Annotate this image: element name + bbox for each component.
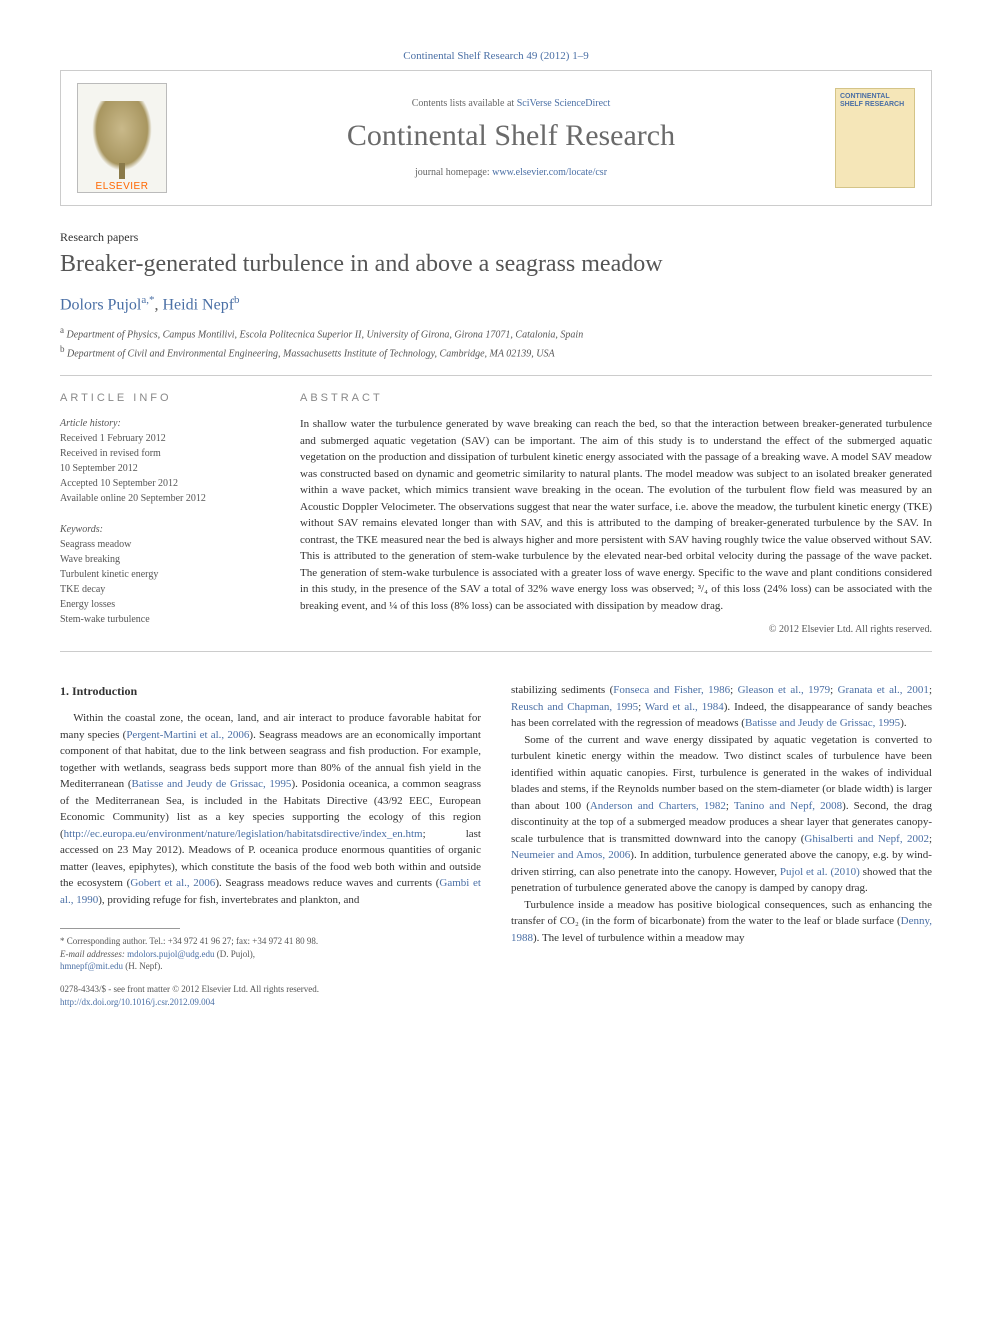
journal-cover-thumbnail: CONTINENTAL SHELF RESEARCH bbox=[835, 88, 915, 188]
citation-link[interactable]: Batisse and Jeudy de Grissac, 1995 bbox=[132, 778, 292, 790]
homepage-line: journal homepage: www.elsevier.com/locat… bbox=[187, 167, 835, 178]
email-link[interactable]: hmnepf@mit.edu bbox=[60, 961, 123, 971]
doi-link[interactable]: http://dx.doi.org/10.1016/j.csr.2012.09.… bbox=[60, 997, 215, 1007]
corresponding-author-note: * Corresponding author. Tel.: +34 972 41… bbox=[60, 935, 481, 948]
keyword: Seagrass meadow bbox=[60, 537, 270, 552]
history-line: Received in revised form bbox=[60, 446, 270, 461]
history-line: 10 September 2012 bbox=[60, 461, 270, 476]
publisher-label: ELSEVIER bbox=[96, 181, 149, 192]
history-label: Article history: bbox=[60, 416, 270, 431]
contents-prefix: Contents lists available at bbox=[412, 98, 517, 109]
homepage-link[interactable]: www.elsevier.com/locate/csr bbox=[492, 167, 607, 178]
citation-link[interactable]: Pergent-Martini et al., 2006 bbox=[126, 729, 249, 741]
abstract-col: abstract In shallow water the turbulence… bbox=[300, 392, 932, 635]
page-container: Continental Shelf Research 49 (2012) 1–9… bbox=[0, 0, 992, 1058]
body-col-right: stabilizing sediments (Fonseca and Fishe… bbox=[511, 682, 932, 1008]
affil-marker-b[interactable]: b bbox=[234, 294, 240, 306]
divider-bottom bbox=[60, 651, 932, 652]
article-info-col: article info Article history: Received 1… bbox=[60, 392, 270, 635]
copyright-footer: 0278-4343/$ - see front matter © 2012 El… bbox=[60, 983, 481, 1008]
author-link-2[interactable]: Heidi Nepf bbox=[162, 297, 234, 314]
external-link[interactable]: http://ec.europa.eu/environment/nature/l… bbox=[64, 828, 423, 840]
keyword: TKE decay bbox=[60, 582, 270, 597]
article-type: Research papers bbox=[60, 230, 932, 245]
citation-link[interactable]: Gobert et al., 2006 bbox=[130, 877, 215, 889]
email-line-2: hmnepf@mit.edu (H. Nepf). bbox=[60, 960, 481, 973]
history-line: Available online 20 September 2012 bbox=[60, 491, 270, 506]
journal-ref-link[interactable]: Continental Shelf Research 49 (2012) 1–9 bbox=[403, 50, 588, 62]
authors-line: Dolors Pujola,*, Heidi Nepfb bbox=[60, 294, 932, 314]
publisher-logo-box: ELSEVIER bbox=[77, 83, 167, 193]
citation-link[interactable]: Ghisalberti and Nepf, 2002 bbox=[804, 833, 929, 845]
keyword: Wave breaking bbox=[60, 552, 270, 567]
history-line: Received 1 February 2012 bbox=[60, 431, 270, 446]
history-line: Accepted 10 September 2012 bbox=[60, 476, 270, 491]
cover-title: CONTINENTAL SHELF RESEARCH bbox=[840, 93, 910, 110]
author-link-1[interactable]: Dolors Pujol bbox=[60, 297, 141, 314]
abstract-text: In shallow water the turbulence generate… bbox=[300, 416, 932, 614]
email-label: E-mail addresses: bbox=[60, 949, 125, 959]
article-info-label: article info bbox=[60, 392, 270, 404]
banner-center: Contents lists available at SciVerse Sci… bbox=[187, 98, 835, 178]
citation-link[interactable]: Reusch and Chapman, 1995 bbox=[511, 701, 638, 713]
homepage-prefix: journal homepage: bbox=[415, 167, 492, 178]
footnotes: * Corresponding author. Tel.: +34 972 41… bbox=[60, 935, 481, 973]
abstract-label: abstract bbox=[300, 392, 932, 404]
keywords-label: Keywords: bbox=[60, 522, 270, 537]
body-paragraph: Within the coastal zone, the ocean, land… bbox=[60, 710, 481, 908]
affil-marker-a[interactable]: a, bbox=[141, 294, 149, 306]
citation-link[interactable]: Pujol et al. (2010) bbox=[780, 866, 860, 878]
contents-line: Contents lists available at SciVerse Sci… bbox=[187, 98, 835, 109]
affiliation-a: a Department of Physics, Campus Montiliv… bbox=[60, 325, 932, 340]
article-title: Breaker-generated turbulence in and abov… bbox=[60, 249, 932, 280]
journal-reference: Continental Shelf Research 49 (2012) 1–9 bbox=[60, 50, 932, 62]
footnote-separator bbox=[60, 928, 180, 929]
citation-link[interactable]: Batisse and Jeudy de Grissac, 1995 bbox=[745, 717, 900, 729]
body-paragraph: Some of the current and wave energy diss… bbox=[511, 732, 932, 897]
citation-link[interactable]: Gleason et al., 1979 bbox=[738, 684, 831, 696]
elsevier-tree-icon bbox=[92, 101, 152, 171]
body-columns: 1. Introduction Within the coastal zone,… bbox=[60, 682, 932, 1008]
abstract-copyright: © 2012 Elsevier Ltd. All rights reserved… bbox=[300, 624, 932, 635]
section-heading: 1. Introduction bbox=[60, 682, 481, 700]
journal-title: Continental Shelf Research bbox=[187, 119, 835, 153]
issn-line: 0278-4343/$ - see front matter © 2012 El… bbox=[60, 983, 481, 996]
info-abstract-row: article info Article history: Received 1… bbox=[60, 392, 932, 635]
citation-link[interactable]: Tanino and Nepf, 2008 bbox=[734, 800, 842, 812]
affiliations-block: a Department of Physics, Campus Montiliv… bbox=[60, 325, 932, 360]
affiliation-b: b Department of Civil and Environmental … bbox=[60, 344, 932, 359]
keywords-block: Keywords: Seagrass meadow Wave breaking … bbox=[60, 522, 270, 627]
keyword: Turbulent kinetic energy bbox=[60, 567, 270, 582]
sciencedirect-link[interactable]: SciVerse ScienceDirect bbox=[517, 98, 611, 109]
body-paragraph: Turbulence inside a meadow has positive … bbox=[511, 897, 932, 947]
keyword: Energy losses bbox=[60, 597, 270, 612]
divider-top bbox=[60, 375, 932, 376]
email-line: E-mail addresses: mdolors.pujol@udg.edu … bbox=[60, 948, 481, 961]
keyword: Stem-wake turbulence bbox=[60, 612, 270, 627]
journal-banner: ELSEVIER Contents lists available at Sci… bbox=[60, 70, 932, 206]
citation-link[interactable]: Neumeier and Amos, 2006 bbox=[511, 849, 630, 861]
citation-link[interactable]: Granata et al., 2001 bbox=[838, 684, 929, 696]
email-link[interactable]: mdolors.pujol@udg.edu bbox=[125, 949, 215, 959]
article-history: Article history: Received 1 February 201… bbox=[60, 416, 270, 506]
body-col-left: 1. Introduction Within the coastal zone,… bbox=[60, 682, 481, 1008]
citation-link[interactable]: Fonseca and Fisher, 1986 bbox=[613, 684, 730, 696]
citation-link[interactable]: Anderson and Charters, 1982 bbox=[590, 800, 726, 812]
body-paragraph: stabilizing sediments (Fonseca and Fishe… bbox=[511, 682, 932, 732]
citation-link[interactable]: Ward et al., 1984 bbox=[645, 701, 724, 713]
